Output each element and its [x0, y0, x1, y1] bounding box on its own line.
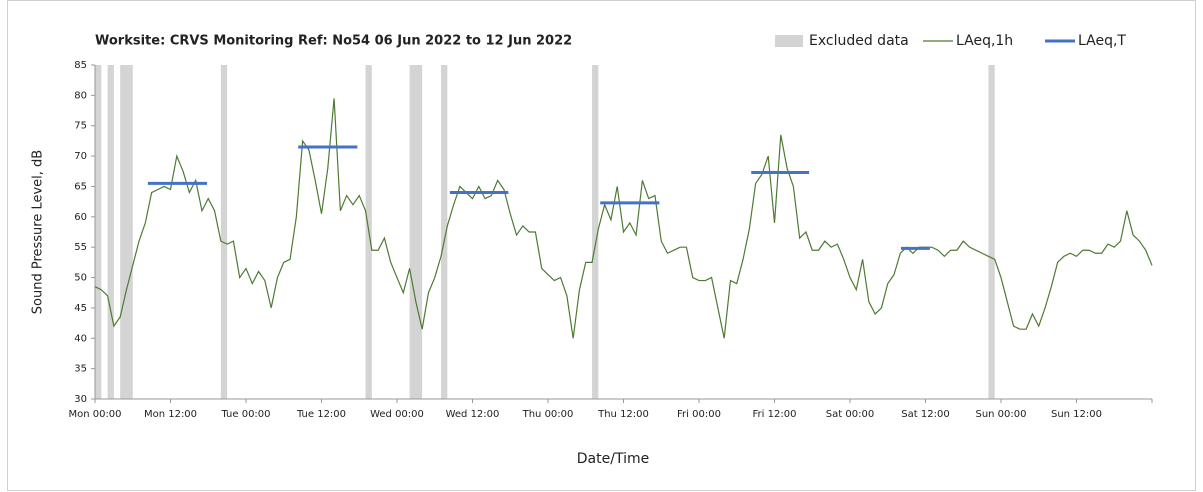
y-tick-label: 50 — [74, 273, 87, 284]
excluded-band — [120, 65, 133, 399]
excluded-band — [988, 65, 995, 399]
x-tick-label: Fri 12:00 — [753, 409, 797, 420]
chart-title: Worksite: CRVS Monitoring Ref: No54 06 J… — [95, 34, 572, 49]
x-tick-label: Tue 12:00 — [296, 409, 346, 420]
x-tick-label: Wed 12:00 — [446, 409, 500, 420]
line-laeq-1h — [94, 98, 1153, 339]
y-tick-label: 70 — [74, 151, 87, 162]
x-tick-label: Mon 12:00 — [144, 409, 197, 420]
y-tick-label: 80 — [74, 90, 87, 101]
x-tick-label: Thu 12:00 — [597, 409, 649, 420]
y-tick-label: 60 — [74, 212, 87, 223]
y-axis-label: Sound Pressure Level, dB — [31, 150, 46, 314]
legend-swatch — [775, 35, 803, 47]
y-tick-label: 75 — [74, 121, 87, 132]
excluded-band — [441, 65, 448, 399]
excluded-band — [592, 65, 599, 399]
x-tick-label: Mon 00:00 — [68, 409, 121, 420]
y-tick-label: 40 — [74, 333, 87, 344]
y-tick-label: 30 — [74, 394, 87, 405]
excluded-band — [107, 65, 114, 399]
x-tick-label: Wed 00:00 — [370, 409, 424, 420]
y-tick-label: 45 — [74, 303, 87, 314]
y-tick-label: 35 — [74, 364, 87, 375]
x-tick-label: Sun 00:00 — [975, 409, 1026, 420]
x-axis-label: Date/Time — [577, 451, 649, 467]
x-tick-label: Fri 00:00 — [677, 409, 721, 420]
excluded-band — [220, 65, 228, 399]
excluded-band — [95, 65, 102, 399]
y-tick-label: 85 — [74, 60, 87, 71]
legend-label: LAeq,1h — [956, 33, 1013, 49]
y-tick-label: 65 — [74, 181, 87, 192]
excluded-band — [409, 65, 423, 399]
y-tick-label: 55 — [74, 242, 87, 253]
legend-label: Excluded data — [809, 33, 909, 49]
x-tick-label: Thu 00:00 — [522, 409, 574, 420]
x-tick-label: Sat 00:00 — [826, 409, 874, 420]
x-tick-label: Sat 12:00 — [901, 409, 949, 420]
x-tick-label: Tue 00:00 — [220, 409, 270, 420]
frame — [7, 0, 1196, 491]
legend-label: LAeq,T — [1078, 33, 1126, 49]
x-tick-label: Sun 12:00 — [1051, 409, 1102, 420]
